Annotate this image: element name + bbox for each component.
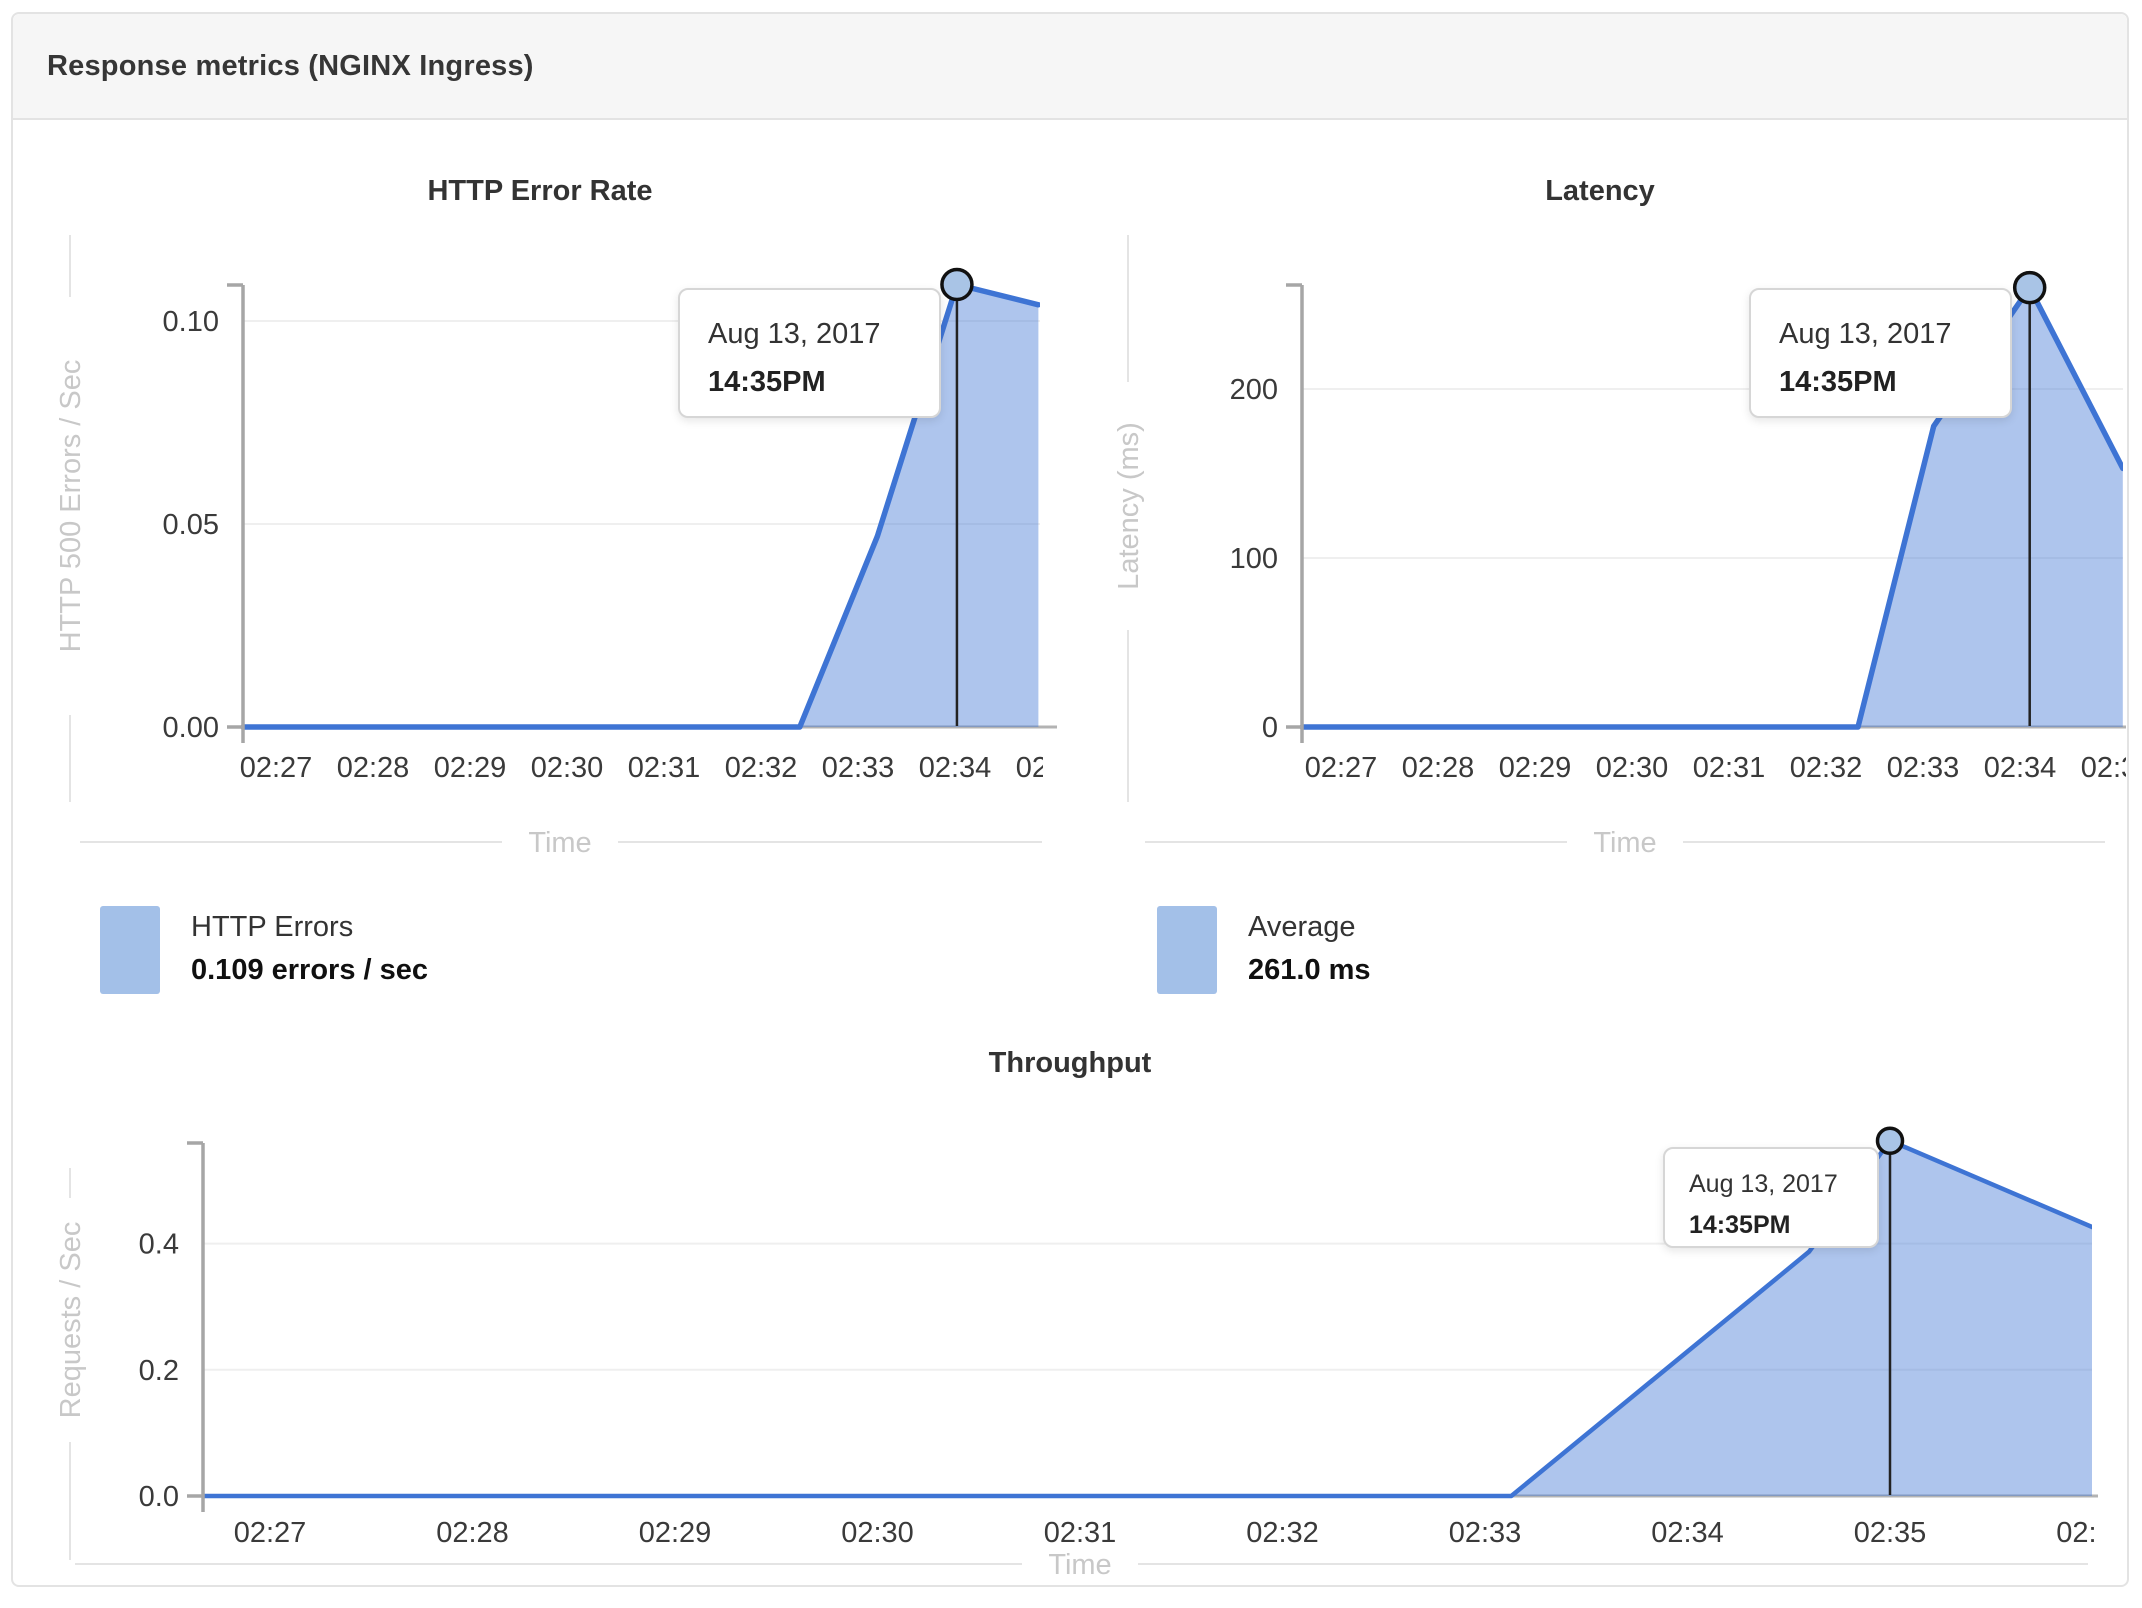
series-area xyxy=(1302,287,2123,727)
y-tick-label: 0.2 xyxy=(139,1355,179,1387)
x-tick-label: 02:30 xyxy=(531,752,604,784)
y-tick-label: 0.0 xyxy=(139,1481,179,1513)
tooltip-http-error-rate: Aug 13, 2017 14:35PM xyxy=(678,288,941,418)
x-tick-label: 02:30 xyxy=(1596,752,1669,784)
legend-value: 0.109 errors / sec xyxy=(191,954,429,986)
x-tick-label: 02:32 xyxy=(1790,752,1863,784)
legend-value: 261.0 ms xyxy=(1248,954,1371,986)
card-header: Response metrics (NGINX Ingress) xyxy=(13,14,2127,120)
tooltip-time: 14:35PM xyxy=(708,366,826,398)
hover-marker xyxy=(940,267,974,302)
y-tick-label: 0 xyxy=(1262,712,1278,744)
x-tick-label: 02:33 xyxy=(1449,1517,1522,1549)
y-tick-label: 0.4 xyxy=(139,1229,179,1261)
x-tick-label: 02:28 xyxy=(1402,752,1475,784)
x-tick-label: 02:29 xyxy=(1499,752,1572,784)
y-axis-title: Latency (ms) xyxy=(1113,422,1145,590)
series-line xyxy=(201,1138,2092,1499)
tooltip-date: Aug 13, 2017 xyxy=(1779,318,1952,350)
y-tick-label: 200 xyxy=(1230,374,1278,406)
tooltip-time: 14:35PM xyxy=(1779,366,1897,398)
x-axis-title: Time xyxy=(1048,1549,1111,1581)
legend-label: HTTP Errors xyxy=(191,911,354,943)
x-tick-labels: 02:27 02:28 02:29 02:30 02:31 02:32 02:33 02:34… xyxy=(234,1517,2129,1549)
hover-marker xyxy=(2012,270,2047,305)
x-tick-label: 02:28 xyxy=(436,1517,509,1549)
x-tick-label: 02:32 xyxy=(1246,1517,1319,1549)
x-tick-label: 02:27 xyxy=(240,752,313,784)
x-tick-labels: 02:27 02:28 02:29 02:30 02:31 02:32 02:33 02:34… xyxy=(240,752,1089,784)
x-tick-label: 02:27 xyxy=(234,1517,307,1549)
x-tick-label: 02:34 xyxy=(1651,1517,1724,1549)
x-tick-label: 02:36 xyxy=(2056,1517,2129,1549)
series-area xyxy=(243,284,1039,727)
chart-title: Latency xyxy=(1545,175,1655,207)
y-tick-label: 0.10 xyxy=(163,306,219,338)
x-tick-label: 02:31 xyxy=(1693,752,1766,784)
tooltip-date: Aug 13, 2017 xyxy=(1689,1170,1838,1198)
hover-marker xyxy=(1875,1126,1905,1155)
x-tick-label: 02:35 xyxy=(2081,752,2142,784)
x-tick-label: 02:29 xyxy=(434,752,507,784)
tooltip-time: 14:35PM xyxy=(1689,1211,1791,1239)
y-tick-label: 100 xyxy=(1230,543,1278,575)
x-tick-label: 02:30 xyxy=(841,1517,914,1549)
series-line xyxy=(1300,284,2123,730)
tooltip-throughput: Aug 13, 2017 14:35PM xyxy=(1663,1147,1879,1248)
legend-average-latency: Average 261.0 ms xyxy=(1157,906,1371,994)
y-tick-label: 0.05 xyxy=(163,509,219,541)
x-tick-label: 02:33 xyxy=(1887,752,1960,784)
x-tick-label: 02:33 xyxy=(822,752,895,784)
x-tick-label: 02:29 xyxy=(639,1517,712,1549)
x-tick-label: 02:34 xyxy=(1984,752,2057,784)
card-title: Response metrics (NGINX Ingress) xyxy=(47,49,534,82)
chart-http-error-rate: HTTP 500 Errors / Sec Time 0.00 0.05 0.10 02:… xyxy=(55,175,1089,859)
chart-title: HTTP Error Rate xyxy=(427,175,652,207)
x-tick-labels: 02:27 02:28 02:29 02:30 02:31 02:32 02:33 02:34… xyxy=(1305,752,2142,784)
x-tick-label: 02:27 xyxy=(1305,752,1378,784)
x-tick-label: 02:35 xyxy=(1854,1517,1927,1549)
legend-swatch-icon xyxy=(1157,906,1217,994)
x-tick-label: 02:31 xyxy=(628,752,701,784)
x-tick-label: 02:32 xyxy=(725,752,798,784)
tooltip-latency: Aug 13, 2017 14:35PM xyxy=(1749,288,2012,418)
legend-swatch-icon xyxy=(100,906,160,994)
x-tick-label: 02:34 xyxy=(919,752,992,784)
legend-label: Average xyxy=(1248,911,1356,943)
legend-http-errors: HTTP Errors 0.109 errors / sec xyxy=(100,906,428,994)
response-metrics-card: Response metrics (NGINX Ingress) xyxy=(11,12,2129,1587)
x-tick-label: 02:35 xyxy=(1016,752,1089,784)
y-axis-title: Requests / Sec xyxy=(55,1222,87,1419)
x-tick-label: 02:31 xyxy=(1044,1517,1117,1549)
x-axis-title: Time xyxy=(528,827,591,859)
y-tick-label: 0.00 xyxy=(163,712,219,744)
tooltip-date: Aug 13, 2017 xyxy=(708,318,881,350)
x-axis-title: Time xyxy=(1593,827,1656,859)
y-axis-title: HTTP 500 Errors / Sec xyxy=(55,360,87,653)
series-line xyxy=(241,281,1040,730)
chart-title: Throughput xyxy=(989,1047,1152,1079)
x-tick-label: 02:28 xyxy=(337,752,410,784)
